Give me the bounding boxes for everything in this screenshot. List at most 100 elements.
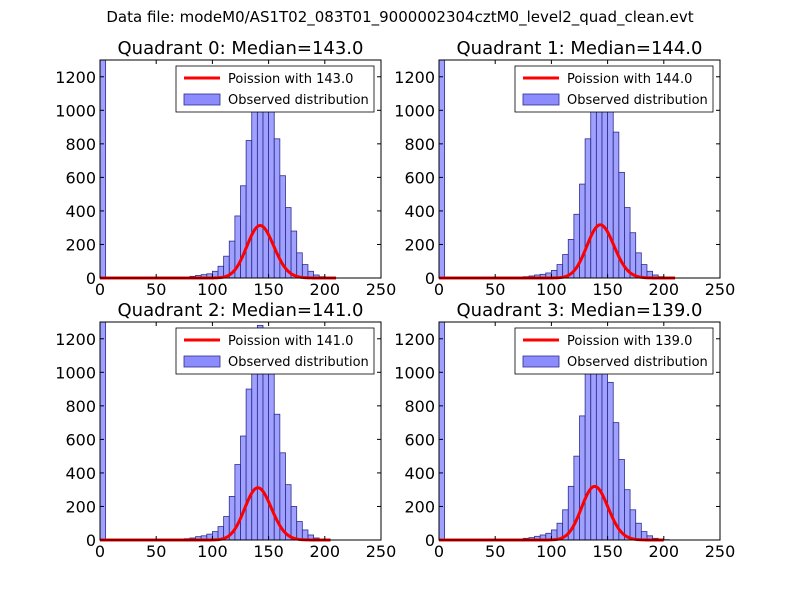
histogram-bar: [573, 455, 580, 541]
histogram-bar: [629, 232, 637, 279]
y-tick-label: 600: [404, 168, 435, 187]
histogram-bar: [251, 346, 258, 541]
y-tick-label: 800: [404, 397, 435, 416]
quadrant-2-panel: 0 50 100 150 200 250 0 200 400 600 800 1000 1200 Quad…: [55, 300, 396, 561]
histogram-bar: [635, 522, 642, 541]
histogram-bar: [240, 185, 247, 279]
y-tick-label: 200: [404, 235, 435, 254]
y-tick-label: 400: [65, 202, 96, 221]
histogram-bar: [301, 264, 309, 279]
x-tick-label: 150: [592, 542, 623, 561]
histogram-bar: [624, 489, 631, 541]
legend-bar-swatch: [522, 355, 560, 368]
histogram-bar: [290, 506, 298, 541]
histogram-bar: [296, 252, 303, 279]
histogram-bar: [590, 96, 597, 279]
quadrant-1-panel: 0 50 100 150 200 250 0 200 400 600 800 1000 1200 Quad…: [394, 38, 735, 299]
histogram-bar: [290, 230, 298, 279]
x-tick-label: 0: [95, 542, 105, 561]
y-tick-label: 600: [65, 430, 96, 449]
x-tick-label: 50: [485, 542, 505, 561]
histogram-bar: [99, 321, 107, 541]
y-tick-label: 200: [65, 235, 96, 254]
legend: Poission with 143.0 Observed distribution: [175, 65, 375, 113]
x-tick-label: 150: [253, 280, 284, 299]
legend-observed-label: Observed distribution: [228, 93, 369, 108]
x-tick-label: 250: [366, 280, 397, 299]
histogram-bar: [99, 59, 107, 279]
histogram-bar: [268, 96, 275, 279]
axes-frame: [99, 321, 382, 541]
histogram-bar: [245, 140, 253, 279]
legend-bar-swatch: [522, 93, 560, 106]
histogram-bar: [584, 138, 592, 279]
y-tick-label: 1200: [394, 68, 435, 87]
histogram-bar: [296, 521, 303, 541]
x-tick-label: 200: [310, 280, 341, 299]
histogram-bar: [607, 93, 614, 279]
y-tick-label: 1200: [394, 330, 435, 349]
legend-poisson-label: Poission with 139.0: [567, 334, 692, 349]
y-tick-label: 600: [65, 168, 96, 187]
x-tick-label: 200: [649, 280, 680, 299]
quadrant-2-histogram: [99, 321, 331, 541]
quadrant-0-histogram: [99, 59, 331, 279]
x-tick-label: 250: [705, 280, 736, 299]
axes-frame: [99, 59, 382, 279]
histogram-bar: [285, 484, 292, 541]
x-tick-label: 100: [536, 542, 567, 561]
y-tick-label: 400: [65, 464, 96, 483]
x-tick-label: 50: [146, 280, 166, 299]
histogram-bar: [438, 59, 446, 279]
quadrant-3-panel: 0 50 100 150 200 250 0 200 400 600 800 1000 1200 Quad…: [394, 300, 735, 561]
y-tick-label: 0: [425, 531, 435, 550]
quadrant-0-panel: 0 50 100 150 200 250 0 200 400 600 800 1000 1200 Quad…: [55, 38, 396, 299]
legend-bar-swatch: [183, 355, 221, 368]
y-tick-label: 1200: [55, 68, 96, 87]
y-tick-label: 200: [404, 497, 435, 516]
legend-poisson-label: Poission with 144.0: [567, 72, 692, 87]
x-tick-label: 100: [197, 280, 228, 299]
legend-poisson-label: Poission with 143.0: [228, 72, 353, 87]
x-tick-label: 0: [434, 280, 444, 299]
histogram-bar: [438, 321, 446, 541]
y-tick-label: 800: [404, 135, 435, 154]
y-tick-label: 400: [404, 202, 435, 221]
subplot-title: Quadrant 3: Median=139.0: [457, 300, 703, 321]
x-tick-label: 150: [253, 542, 284, 561]
axes-frame: [438, 321, 721, 541]
legend: Poission with 141.0 Observed distribution: [175, 327, 375, 375]
histogram-bar: [245, 388, 253, 541]
legend-bar-swatch: [183, 93, 221, 106]
histogram-bar: [579, 415, 586, 541]
y-tick-label: 0: [86, 531, 96, 550]
x-tick-label: 250: [705, 542, 736, 561]
y-tick-label: 600: [404, 430, 435, 449]
axes-frame: [438, 59, 721, 279]
y-tick-label: 400: [404, 464, 435, 483]
legend: Poission with 144.0 Observed distribution: [514, 65, 714, 113]
x-tick-label: 100: [197, 542, 228, 561]
y-tick-label: 1000: [394, 363, 435, 382]
subplot-title: Quadrant 1: Median=144.0: [457, 38, 703, 59]
histogram-bar: [601, 346, 608, 541]
legend: Poission with 139.0 Observed distribution: [514, 327, 714, 375]
subplot-title: Quadrant 0: Median=143.0: [118, 38, 364, 59]
y-tick-label: 1000: [394, 101, 435, 120]
legend-observed-label: Observed distribution: [567, 93, 708, 108]
y-tick-label: 800: [65, 135, 96, 154]
histogram-bar: [584, 371, 592, 541]
y-tick-label: 800: [65, 397, 96, 416]
figure-suptitle: Data file: modeM0/AS1T02_083T01_90000023…: [106, 8, 694, 26]
legend-observed-label: Observed distribution: [228, 355, 369, 370]
legend-poisson-label: Poission with 141.0: [228, 334, 353, 349]
histogram-bar: [240, 435, 247, 541]
y-tick-label: 1200: [55, 330, 96, 349]
y-tick-label: 0: [425, 269, 435, 288]
histogram-bar: [629, 509, 637, 541]
subplot-title: Quadrant 2: Median=141.0: [118, 300, 364, 321]
y-tick-label: 1000: [55, 101, 96, 120]
y-tick-label: 0: [86, 269, 96, 288]
